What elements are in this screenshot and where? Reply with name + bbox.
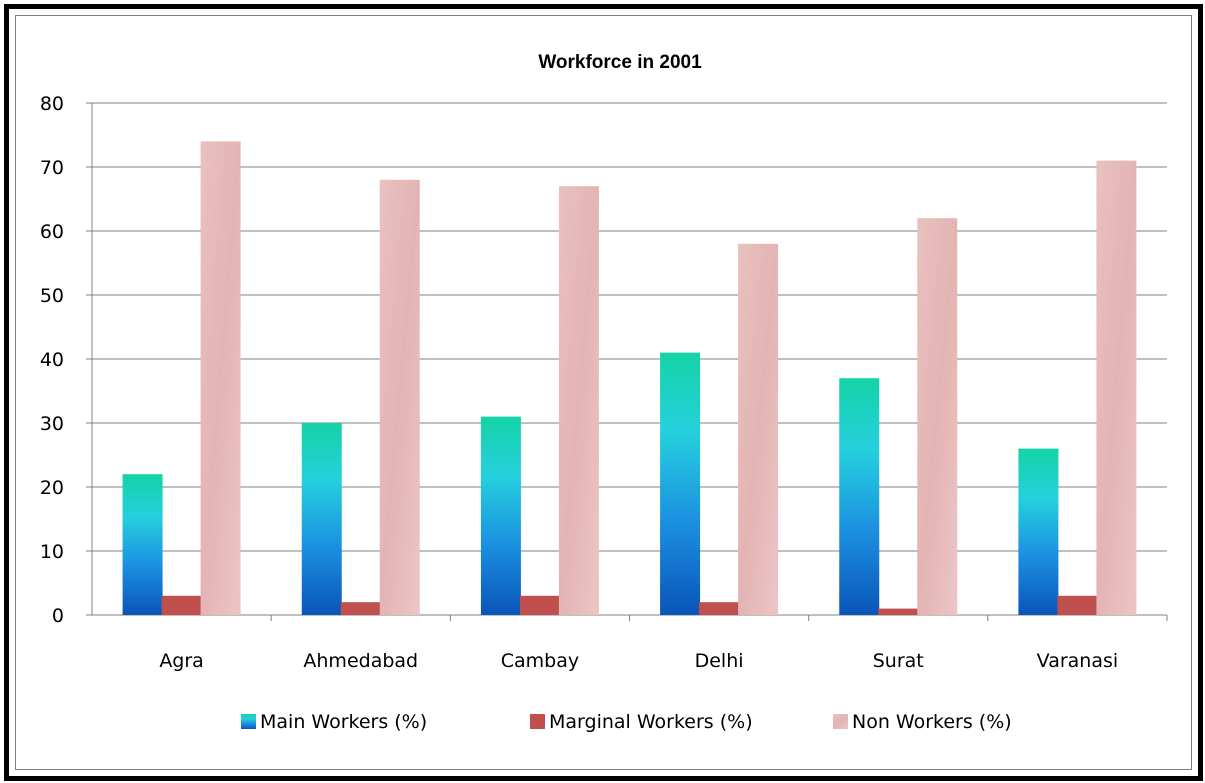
bar: [480, 416, 521, 615]
bar: [122, 474, 163, 615]
bar: [738, 243, 779, 616]
bar: [161, 595, 202, 615]
bar: [1096, 160, 1137, 615]
bar: [699, 602, 740, 615]
x-category-label: Cambay: [501, 650, 579, 672]
bar: [340, 602, 381, 615]
y-tick-label: 40: [40, 349, 64, 371]
bar: [839, 378, 880, 615]
bars: [122, 141, 1137, 616]
bar: [1018, 448, 1059, 615]
legend-label: Marginal Workers (%): [549, 711, 753, 733]
chart-title: Workforce in 2001: [538, 52, 702, 73]
x-category-label: Agra: [159, 650, 204, 672]
chart-inner-border: [15, 15, 1192, 770]
bar: [301, 423, 342, 615]
x-category-label: Ahmedabad: [303, 650, 418, 672]
legend: Main Workers (%) Marginal Workers (%) Non …: [241, 711, 1012, 733]
gridlines: [92, 102, 1167, 552]
y-tick-label: 80: [40, 93, 64, 115]
bar: [200, 141, 241, 615]
x-category-label: Delhi: [695, 650, 744, 672]
bar: [379, 179, 420, 616]
bar: [660, 352, 701, 615]
legend-swatch: [833, 714, 848, 729]
legend-label: Non Workers (%): [852, 711, 1012, 733]
x-category-label: Varanasi: [1037, 650, 1118, 672]
legend-swatch: [530, 714, 545, 729]
bar: [519, 595, 560, 615]
bar: [878, 608, 919, 615]
y-tick-label: 10: [40, 541, 64, 563]
bar: [1057, 595, 1098, 615]
y-tick-label: 0: [52, 605, 64, 627]
bar: [917, 218, 958, 615]
legend-swatch: [241, 714, 256, 729]
legend-label: Main Workers (%): [260, 711, 427, 733]
y-tick-label: 70: [40, 157, 64, 179]
x-category-label: Surat: [873, 650, 924, 672]
y-tick-label: 20: [40, 477, 64, 499]
axis-labels: 0 10 20 30 40 50 60 70 80 Agra Ahmedabad Cambay Delh…: [40, 93, 1118, 672]
y-tick-label: 50: [40, 285, 64, 307]
axes: [86, 102, 1168, 621]
y-tick-label: 60: [40, 221, 64, 243]
y-tick-label: 30: [40, 413, 64, 435]
bar: [558, 186, 599, 615]
